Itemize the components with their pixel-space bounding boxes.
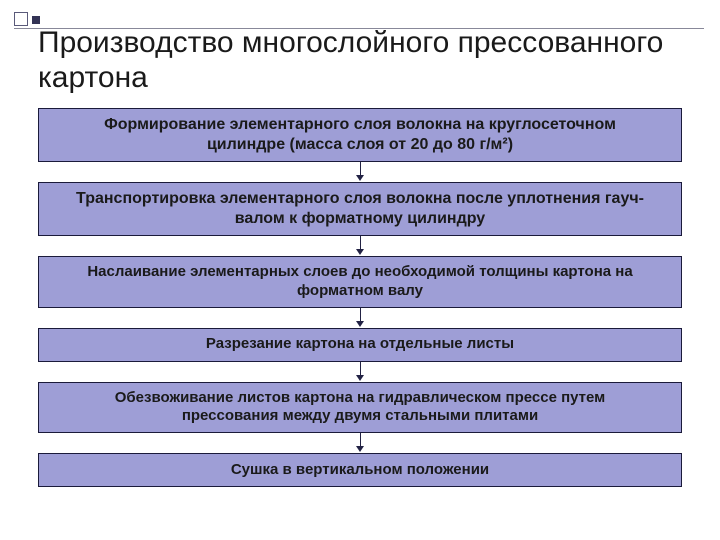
flowchart-step: Обезвоживание листов картона на гидравли… xyxy=(38,382,682,434)
flowchart-arrow xyxy=(350,236,370,256)
flowchart-arrow xyxy=(350,162,370,182)
flowchart-container: Формирование элементарного слоя волокна … xyxy=(38,108,682,487)
flowchart-step: Сушка в вертикальном положении xyxy=(38,453,682,487)
flowchart-arrow xyxy=(350,433,370,453)
flowchart-step: Транспортировка элементарного слоя волок… xyxy=(38,182,682,236)
flowchart-arrow xyxy=(350,362,370,382)
flowchart-arrow xyxy=(350,308,370,328)
decoration-square-filled xyxy=(32,16,40,24)
flowchart-step: Наслаивание элементарных слоев до необхо… xyxy=(38,256,682,308)
flowchart-step: Разрезание картона на отдельные листы xyxy=(38,328,682,362)
flowchart-step: Формирование элементарного слоя волокна … xyxy=(38,108,682,162)
page-title: Производство многослойного прессованного… xyxy=(38,26,720,95)
decoration-square-outline xyxy=(14,12,28,26)
